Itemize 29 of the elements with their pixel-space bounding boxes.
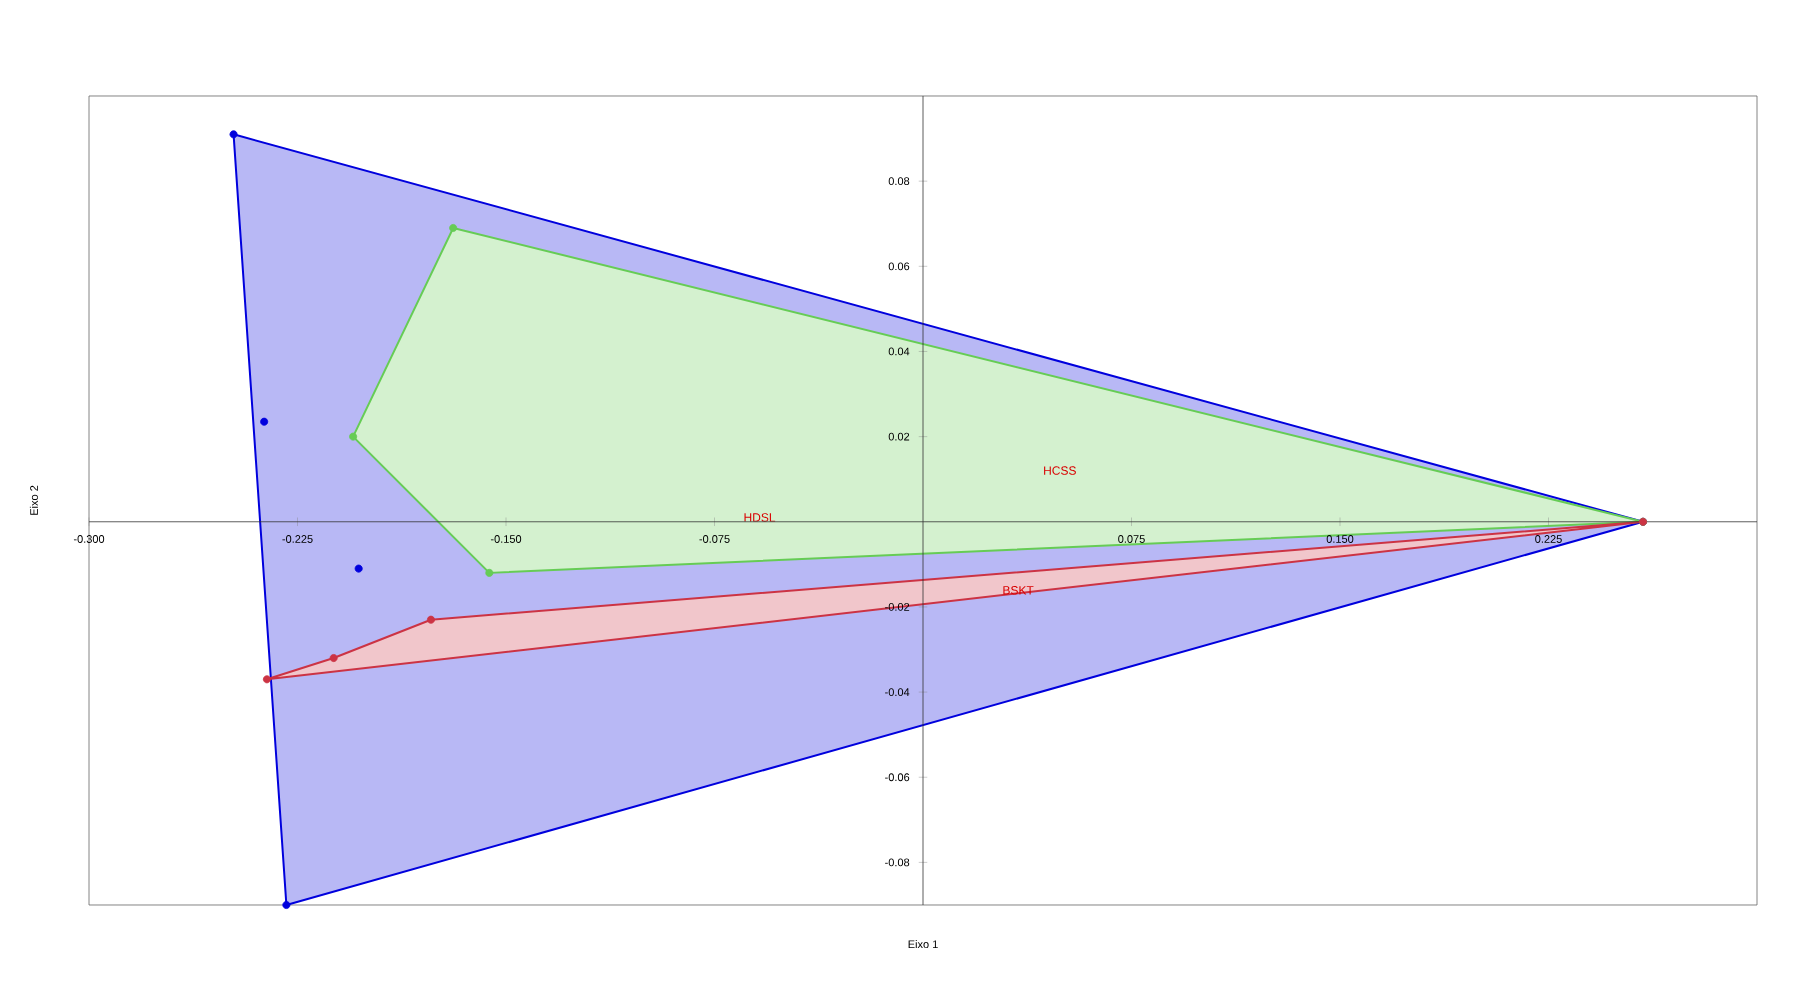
point — [260, 417, 269, 426]
point — [426, 615, 435, 624]
point — [262, 675, 271, 684]
point — [449, 223, 458, 232]
point — [485, 568, 494, 577]
y-tick-label: 0.06 — [888, 262, 910, 271]
y-axis-title: Eixo 2 — [29, 485, 38, 515]
point — [349, 432, 358, 441]
annotation: HCSS — [1044, 466, 1076, 475]
y-tick-label: 0.02 — [888, 432, 910, 441]
x-axis-title: Eixo 1 — [908, 940, 938, 949]
y-tick-label: -0.06 — [885, 773, 910, 782]
annotation: HDSL — [744, 513, 776, 522]
point — [282, 900, 291, 909]
point — [329, 654, 338, 663]
x-tick-label: -0.150 — [490, 535, 522, 543]
point — [354, 564, 363, 573]
x-tick-label: -0.225 — [282, 535, 313, 543]
point — [229, 130, 238, 139]
x-tick-label: -0.300 — [73, 535, 105, 543]
y-tick-label: -0.08 — [885, 858, 910, 867]
y-tick-label: -0.04 — [885, 688, 910, 696]
y-tick-label: 0.04 — [888, 347, 910, 356]
x-tick-label: 0.150 — [1326, 535, 1354, 543]
y-tick-label: 0.08 — [888, 177, 910, 186]
x-tick-label: -0.075 — [699, 535, 730, 543]
x-tick-label: 0.225 — [1535, 535, 1562, 543]
x-tick-label: 0.075 — [1118, 535, 1145, 543]
annotation: BSKT — [1003, 586, 1034, 595]
